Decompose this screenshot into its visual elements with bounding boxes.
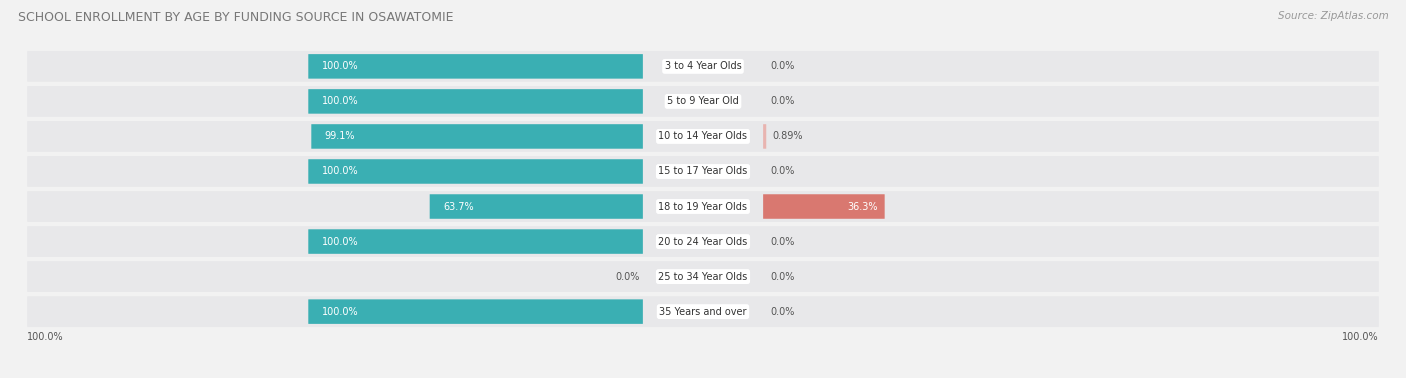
Text: 3 to 4 Year Olds: 3 to 4 Year Olds xyxy=(665,61,741,71)
Text: 0.0%: 0.0% xyxy=(770,166,794,177)
Text: 100.0%: 100.0% xyxy=(322,166,359,177)
FancyBboxPatch shape xyxy=(27,86,1379,117)
FancyBboxPatch shape xyxy=(27,296,1379,327)
FancyBboxPatch shape xyxy=(308,89,643,114)
FancyBboxPatch shape xyxy=(430,194,643,219)
Text: 0.0%: 0.0% xyxy=(770,237,794,246)
Text: 100.0%: 100.0% xyxy=(1341,332,1378,342)
FancyBboxPatch shape xyxy=(763,194,884,219)
Text: 100.0%: 100.0% xyxy=(322,307,359,317)
Text: 0.0%: 0.0% xyxy=(770,61,794,71)
FancyBboxPatch shape xyxy=(27,156,1379,187)
FancyBboxPatch shape xyxy=(763,124,766,149)
Text: 36.3%: 36.3% xyxy=(848,201,877,212)
Text: 10 to 14 Year Olds: 10 to 14 Year Olds xyxy=(658,132,748,141)
FancyBboxPatch shape xyxy=(308,299,643,324)
FancyBboxPatch shape xyxy=(27,121,1379,152)
FancyBboxPatch shape xyxy=(308,229,643,254)
Text: 35 Years and over: 35 Years and over xyxy=(659,307,747,317)
FancyBboxPatch shape xyxy=(27,191,1379,222)
Text: 63.7%: 63.7% xyxy=(443,201,474,212)
Text: 0.0%: 0.0% xyxy=(614,271,640,282)
Text: 18 to 19 Year Olds: 18 to 19 Year Olds xyxy=(658,201,748,212)
Text: 100.0%: 100.0% xyxy=(322,61,359,71)
Text: 0.0%: 0.0% xyxy=(770,271,794,282)
Text: 0.0%: 0.0% xyxy=(770,307,794,317)
Text: 100.0%: 100.0% xyxy=(322,96,359,107)
Text: Source: ZipAtlas.com: Source: ZipAtlas.com xyxy=(1278,11,1389,21)
Text: 15 to 17 Year Olds: 15 to 17 Year Olds xyxy=(658,166,748,177)
Text: 20 to 24 Year Olds: 20 to 24 Year Olds xyxy=(658,237,748,246)
FancyBboxPatch shape xyxy=(311,124,643,149)
Text: 99.1%: 99.1% xyxy=(325,132,356,141)
FancyBboxPatch shape xyxy=(308,159,643,184)
Text: 0.0%: 0.0% xyxy=(770,96,794,107)
Text: 5 to 9 Year Old: 5 to 9 Year Old xyxy=(666,96,740,107)
FancyBboxPatch shape xyxy=(27,51,1379,82)
Text: 0.89%: 0.89% xyxy=(773,132,803,141)
Text: 100.0%: 100.0% xyxy=(28,332,65,342)
Text: SCHOOL ENROLLMENT BY AGE BY FUNDING SOURCE IN OSAWATOMIE: SCHOOL ENROLLMENT BY AGE BY FUNDING SOUR… xyxy=(18,11,454,24)
Text: 25 to 34 Year Olds: 25 to 34 Year Olds xyxy=(658,271,748,282)
FancyBboxPatch shape xyxy=(27,261,1379,292)
Text: 100.0%: 100.0% xyxy=(322,237,359,246)
FancyBboxPatch shape xyxy=(27,226,1379,257)
FancyBboxPatch shape xyxy=(308,54,643,79)
